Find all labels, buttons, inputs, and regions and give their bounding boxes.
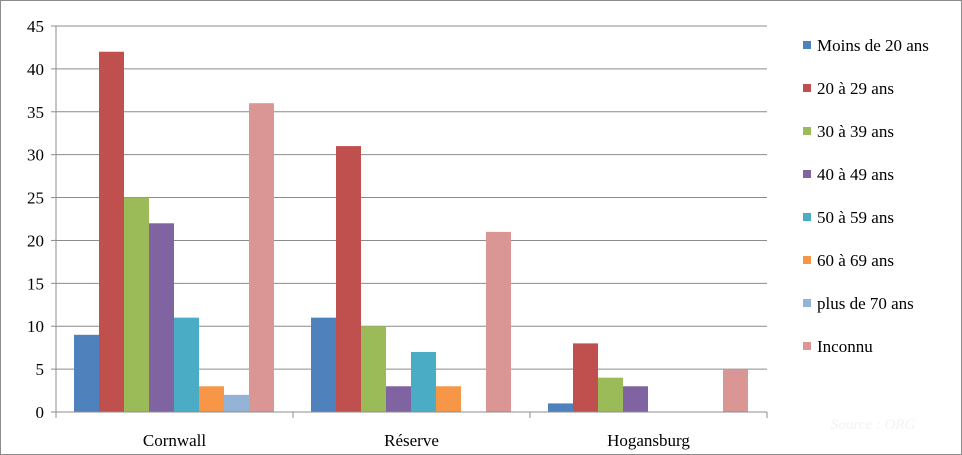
bar: [598, 377, 623, 412]
bar: [386, 386, 411, 412]
y-tick-label: 0: [36, 403, 45, 422]
legend: Moins de 20 ans 20 à 29 ans 30 à 39 ans 40 …: [803, 36, 929, 356]
bar: [149, 223, 174, 412]
y-tick-label: 10: [27, 317, 44, 336]
y-tick-label: 45: [27, 17, 44, 36]
legend-swatch: [803, 84, 811, 92]
bar: [436, 386, 461, 412]
bar: [336, 146, 361, 413]
bar: [548, 403, 573, 412]
bars: [74, 51, 748, 413]
legend-label: Moins de 20 ans: [817, 36, 929, 55]
bar: [174, 317, 199, 412]
y-tick-label: 20: [27, 231, 44, 250]
y-tick-label: 30: [27, 146, 44, 165]
bar: [723, 369, 748, 412]
y-tick-label: 5: [36, 360, 45, 379]
legend-label: 60 à 69 ans: [817, 251, 894, 270]
legend-swatch: [803, 256, 811, 264]
legend-swatch: [803, 213, 811, 221]
watermark: Source : ORG: [831, 417, 916, 433]
y-tick-label: 40: [27, 60, 44, 79]
y-tick-label: 25: [27, 189, 44, 208]
axes: [51, 25, 768, 418]
y-axis-ticks: 0 5 10 15 20 25 30 35 40 45: [27, 17, 44, 422]
legend-label: Inconnu: [817, 337, 873, 356]
y-tick-label: 15: [27, 274, 44, 293]
legend-swatch: [803, 299, 811, 307]
bar: [486, 231, 511, 412]
x-category-label: Réserve: [384, 431, 439, 450]
legend-swatch: [803, 127, 811, 135]
bar: [311, 317, 336, 412]
legend-label: 40 à 49 ans: [817, 165, 894, 184]
legend-label: 30 à 39 ans: [817, 122, 894, 141]
legend-label: plus de 70 ans: [817, 294, 914, 313]
bar: [573, 343, 598, 412]
y-tick-label: 35: [27, 103, 44, 122]
bar: [411, 351, 436, 412]
legend-label: 20 à 29 ans: [817, 79, 894, 98]
bar: [361, 326, 386, 412]
bar: [224, 394, 249, 412]
bar: [623, 386, 648, 412]
bar: [124, 197, 149, 412]
legend-swatch: [803, 41, 811, 49]
legend-swatch: [803, 170, 811, 178]
x-category-label: Hogansburg: [607, 431, 690, 450]
x-category-label: Cornwall: [143, 431, 207, 450]
bar: [99, 51, 124, 412]
bar: [74, 334, 99, 412]
legend-label: 50 à 59 ans: [817, 208, 894, 227]
legend-swatch: [803, 342, 811, 350]
bar: [199, 386, 224, 412]
bar: [249, 103, 274, 412]
x-axis-categories: Cornwall Réserve Hogansburg: [143, 431, 691, 450]
